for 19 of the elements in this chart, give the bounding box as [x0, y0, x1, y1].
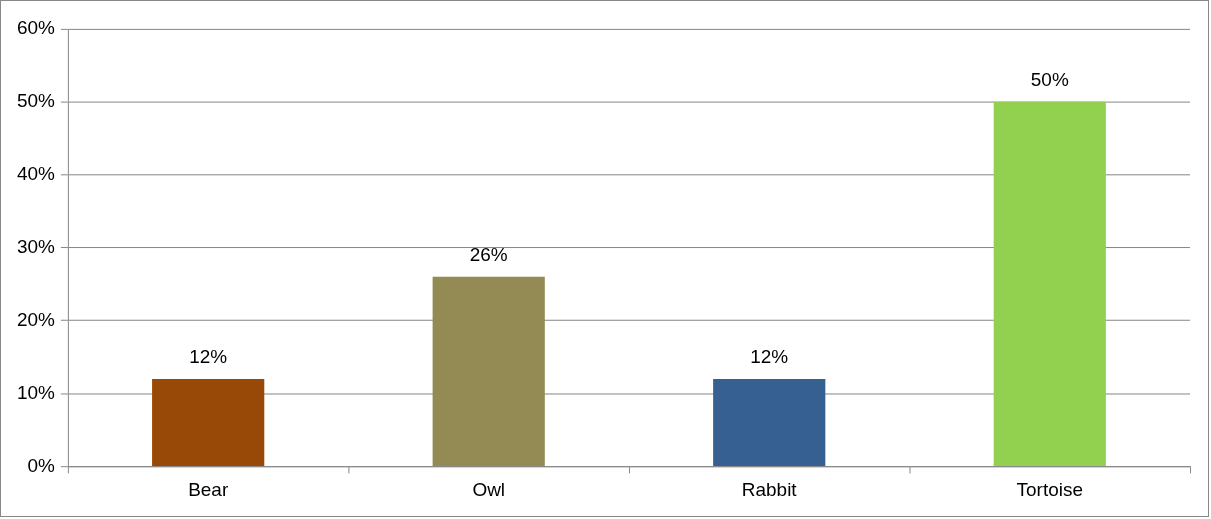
x-tick-label: Owl [472, 478, 506, 500]
bar [432, 276, 545, 466]
x-tick-label: Rabbit [741, 478, 798, 500]
data-label: 26% [469, 243, 508, 265]
data-label: 50% [1030, 68, 1069, 90]
y-tick-label: 30% [16, 235, 56, 257]
bar [152, 378, 265, 466]
x-tick-label: Bear [188, 478, 229, 500]
y-tick-label: 20% [16, 308, 56, 330]
bar [993, 101, 1106, 466]
data-label: 12% [189, 345, 228, 367]
y-tick-label: 50% [16, 90, 56, 112]
data-label: 12% [750, 345, 789, 367]
x-tick-label: Tortoise [1016, 478, 1083, 500]
y-tick-label: 40% [16, 162, 56, 184]
y-tick-label: 0% [27, 454, 56, 476]
y-tick-label: 10% [16, 381, 56, 403]
y-tick-label: 60% [16, 17, 56, 39]
bar [713, 378, 826, 466]
